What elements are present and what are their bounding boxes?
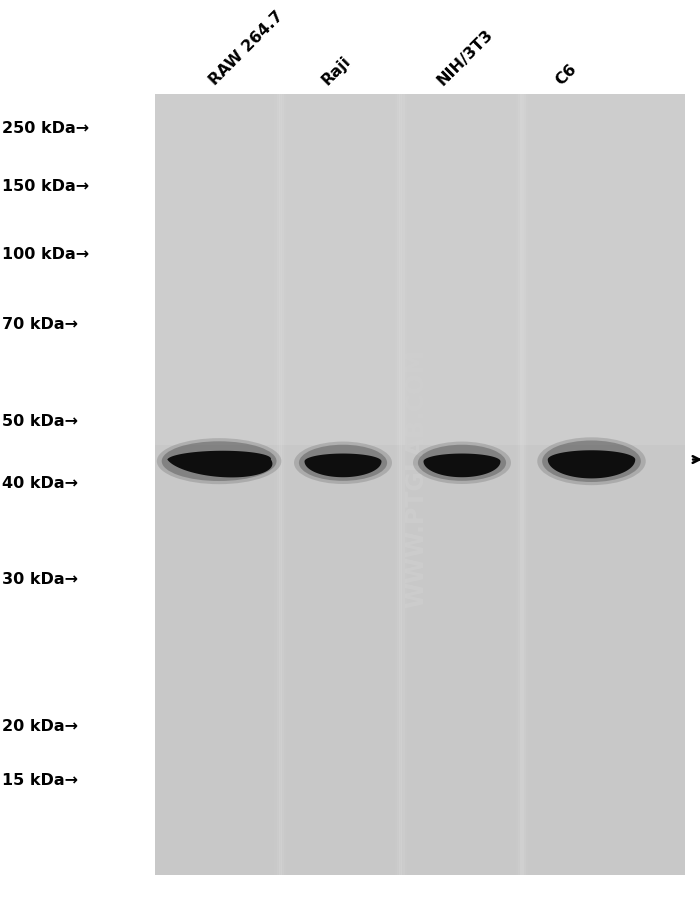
Bar [395,95,398,875]
Bar [518,95,522,875]
Bar [397,95,400,875]
Bar [405,95,409,875]
PathPatch shape [547,451,636,479]
Text: 40 kDa→: 40 kDa→ [2,475,78,490]
Bar [520,95,524,875]
Bar [279,95,282,875]
Ellipse shape [162,442,276,482]
Bar [272,95,276,875]
PathPatch shape [167,451,272,478]
PathPatch shape [424,454,500,478]
Bar [281,95,284,875]
Bar [524,95,528,875]
Bar [514,95,517,875]
Bar [401,95,405,875]
Bar [274,95,278,875]
Text: 100 kDa→: 100 kDa→ [2,247,89,262]
Text: 15 kDa→: 15 kDa→ [2,772,78,787]
PathPatch shape [304,454,382,478]
Text: 20 kDa→: 20 kDa→ [2,718,78,732]
Bar [526,95,530,875]
Bar [155,95,685,875]
Bar [155,95,685,446]
Text: 70 kDa→: 70 kDa→ [2,317,78,331]
Text: 150 kDa→: 150 kDa→ [2,179,89,194]
Ellipse shape [299,446,387,482]
Text: RAW 264.7: RAW 264.7 [206,9,286,88]
Bar [283,95,286,875]
Text: NIH/3T3: NIH/3T3 [434,27,496,88]
Bar [516,95,519,875]
Text: C6: C6 [553,61,580,88]
Bar [285,95,288,875]
Text: 250 kDa→: 250 kDa→ [2,121,89,135]
Text: 50 kDa→: 50 kDa→ [2,414,78,428]
Ellipse shape [294,442,392,484]
Bar [276,95,280,875]
Bar [399,95,402,875]
Ellipse shape [538,437,645,485]
Ellipse shape [542,441,641,483]
Bar [522,95,526,875]
Text: Raji: Raji [318,54,353,88]
Ellipse shape [413,442,511,484]
Ellipse shape [418,446,506,482]
Text: 30 kDa→: 30 kDa→ [2,572,78,586]
Ellipse shape [157,438,281,484]
Bar [393,95,396,875]
Text: WWW.PTGLAB.COM: WWW.PTGLAB.COM [405,349,428,607]
Bar [403,95,407,875]
